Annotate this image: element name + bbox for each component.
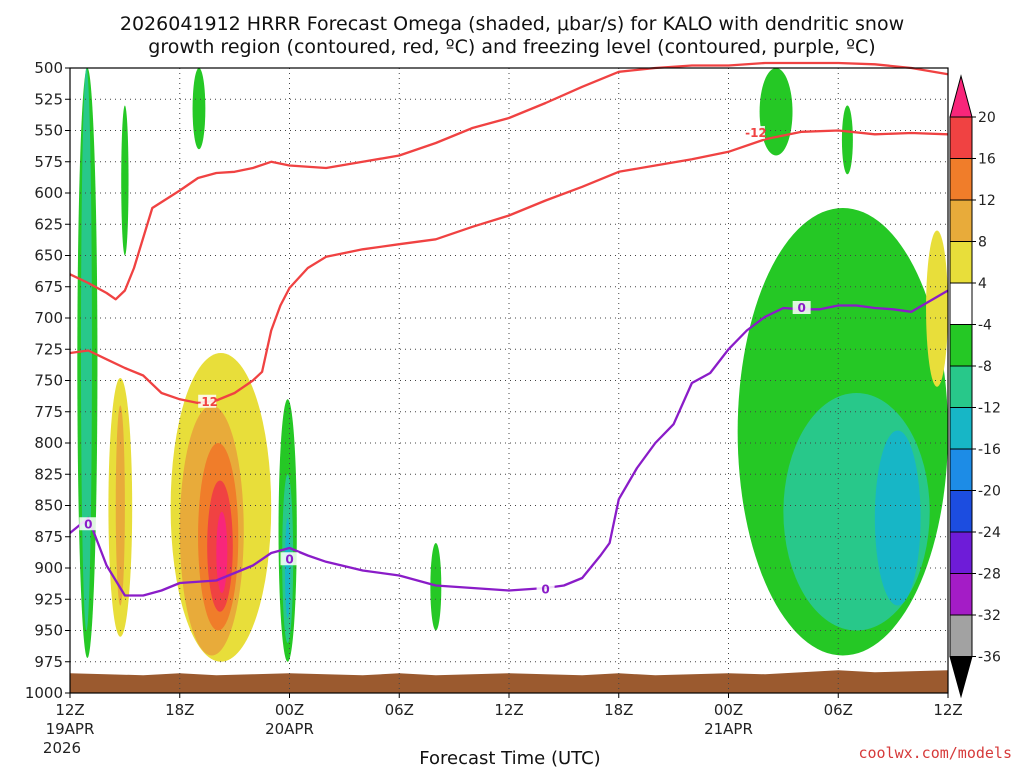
y-tick-label-850: 850: [34, 497, 63, 515]
contour-line-1: [69, 129, 949, 405]
y-tick-label-975: 975: [34, 653, 63, 671]
x-year-label-0: 2026: [43, 739, 81, 757]
y-tick-label-575: 575: [34, 153, 63, 171]
y-tick-label-925: 925: [34, 590, 63, 608]
omega-region-3: [192, 68, 206, 150]
x-tick-label-4: 12Z: [494, 701, 523, 719]
contour-line-0: [69, 61, 949, 301]
colorbar-bin-4: [949, 282, 973, 325]
colorbar-label-6: -8: [978, 359, 992, 375]
omega-region-19: [874, 430, 921, 606]
colorbar-bin-12: [949, 614, 973, 657]
omega-region-2: [121, 105, 129, 256]
colorbar-label-10: -24: [978, 525, 1001, 541]
y-tick-label-750: 750: [34, 372, 63, 390]
contour-label-bg-2: [79, 517, 98, 531]
colorbar: 20 16 12 8 4 -4 -8 -12 -16 -20 -24 -28 -32 -36: [949, 74, 1001, 699]
x-tick-label-0: 12Z: [55, 701, 84, 719]
colorbar-label-3: 8: [978, 235, 987, 251]
x-tick-label-7: 06Z: [824, 701, 853, 719]
colorbar-label-8: -16: [978, 442, 1001, 458]
chart-title-line2: growth region (contoured, red, ºC) and f…: [148, 36, 875, 58]
colorbar-label-5: -4: [978, 318, 992, 334]
colorbar-label-1: 16: [978, 152, 996, 168]
omega-region-15: [759, 68, 793, 156]
colorbar-label-7: -12: [978, 401, 1001, 417]
x-tick-label-2: 00Z: [275, 701, 304, 719]
colorbar-bin-6: [949, 365, 973, 408]
x-axis: 12Z 18Z 00Z 06Z 12Z 18Z 00Z 06Z 12Z19APR202620AP…: [43, 693, 963, 757]
omega-region-1: [80, 68, 92, 631]
omega-region-20: [926, 230, 949, 387]
y-tick-label-500: 500: [34, 59, 63, 77]
colorbar-bin-9: [949, 490, 973, 533]
colorbar-label-9: -20: [978, 484, 1001, 500]
colorbar-bin-1: [949, 158, 973, 201]
contour-label-0: -12: [196, 395, 218, 409]
credit-text: coolwx.com/models: [858, 744, 1012, 762]
terrain-strip: [70, 670, 948, 693]
x-tick-label-1: 18Z: [165, 701, 194, 719]
colorbar-bin-11: [949, 573, 973, 616]
colorbar-label-11: -28: [978, 567, 1001, 583]
y-tick-label-550: 550: [34, 122, 63, 140]
chart-title-line1: 2026041912 HRRR Forecast Omega (shaded, …: [120, 13, 904, 35]
colorbar-bin-2: [949, 199, 973, 242]
grid-lines: [70, 68, 948, 693]
y-tick-label-700: 700: [34, 309, 63, 327]
colorbar-bin-0: [949, 116, 973, 159]
contour-label-bg-0: [198, 394, 217, 408]
y-tick-label-825: 825: [34, 465, 63, 483]
colorbar-label-4: 4: [978, 276, 987, 292]
y-tick-label-525: 525: [34, 90, 63, 108]
y-tick-label-875: 875: [34, 528, 63, 546]
contour-label-1: -12: [745, 126, 767, 140]
colorbar-bin-5: [949, 324, 973, 367]
y-tick-label-1000: 1000: [25, 684, 63, 702]
x-tick-label-8: 12Z: [933, 701, 962, 719]
colorbar-bin-7: [949, 407, 973, 450]
colorbar-bin-10: [949, 531, 973, 574]
x-date-label-1: 20APR: [265, 720, 314, 738]
y-tick-label-900: 900: [34, 559, 63, 577]
x-date-label-2: 21APR: [704, 720, 753, 738]
omega-region-10: [216, 511, 228, 593]
contour-label-2: 0: [84, 517, 92, 531]
x-tick-label-3: 06Z: [385, 701, 414, 719]
y-tick-label-800: 800: [34, 434, 63, 452]
contour-label-5: 0: [797, 301, 805, 315]
y-tick-label-950: 950: [34, 622, 63, 640]
x-axis-title: Forecast Time (UTC): [419, 748, 600, 768]
y-tick-label-625: 625: [34, 215, 63, 233]
colorbar-bin-3: [949, 241, 973, 284]
colorbar-bottom-arrow: [949, 656, 973, 699]
x-tick-label-6: 00Z: [714, 701, 743, 719]
colorbar-label-2: 12: [978, 193, 996, 209]
colorbar-label-13: -36: [978, 650, 1001, 666]
omega-region-16: [841, 105, 853, 175]
x-tick-label-5: 18Z: [604, 701, 633, 719]
contour-label-bg-3: [280, 552, 299, 566]
y-tick-label-675: 675: [34, 278, 63, 296]
contour-label-bg-1: [746, 126, 765, 139]
contour-label-3: 0: [285, 552, 293, 566]
contour-label-bg-4: [536, 582, 555, 596]
contour-lines: -12 -12 0 0 0 0: [69, 61, 949, 597]
y-tick-label-650: 650: [34, 247, 63, 265]
colorbar-bin-8: [949, 448, 973, 491]
contour-label-bg-5: [792, 301, 811, 314]
y-tick-label-775: 775: [34, 403, 63, 421]
y-tick-label-600: 600: [34, 184, 63, 202]
colorbar-label-12: -32: [978, 608, 1001, 624]
omega-region-14: [430, 543, 442, 631]
y-axis: 500 525 550 575 600 625 650 675 700 725 750 775 800 8…: [25, 59, 70, 702]
plot-area: [70, 68, 949, 693]
x-date-label-0: 19APR: [46, 720, 95, 738]
contour-label-4: 0: [541, 582, 549, 596]
y-tick-label-725: 725: [34, 340, 63, 358]
colorbar-label-0: 20: [978, 110, 996, 126]
